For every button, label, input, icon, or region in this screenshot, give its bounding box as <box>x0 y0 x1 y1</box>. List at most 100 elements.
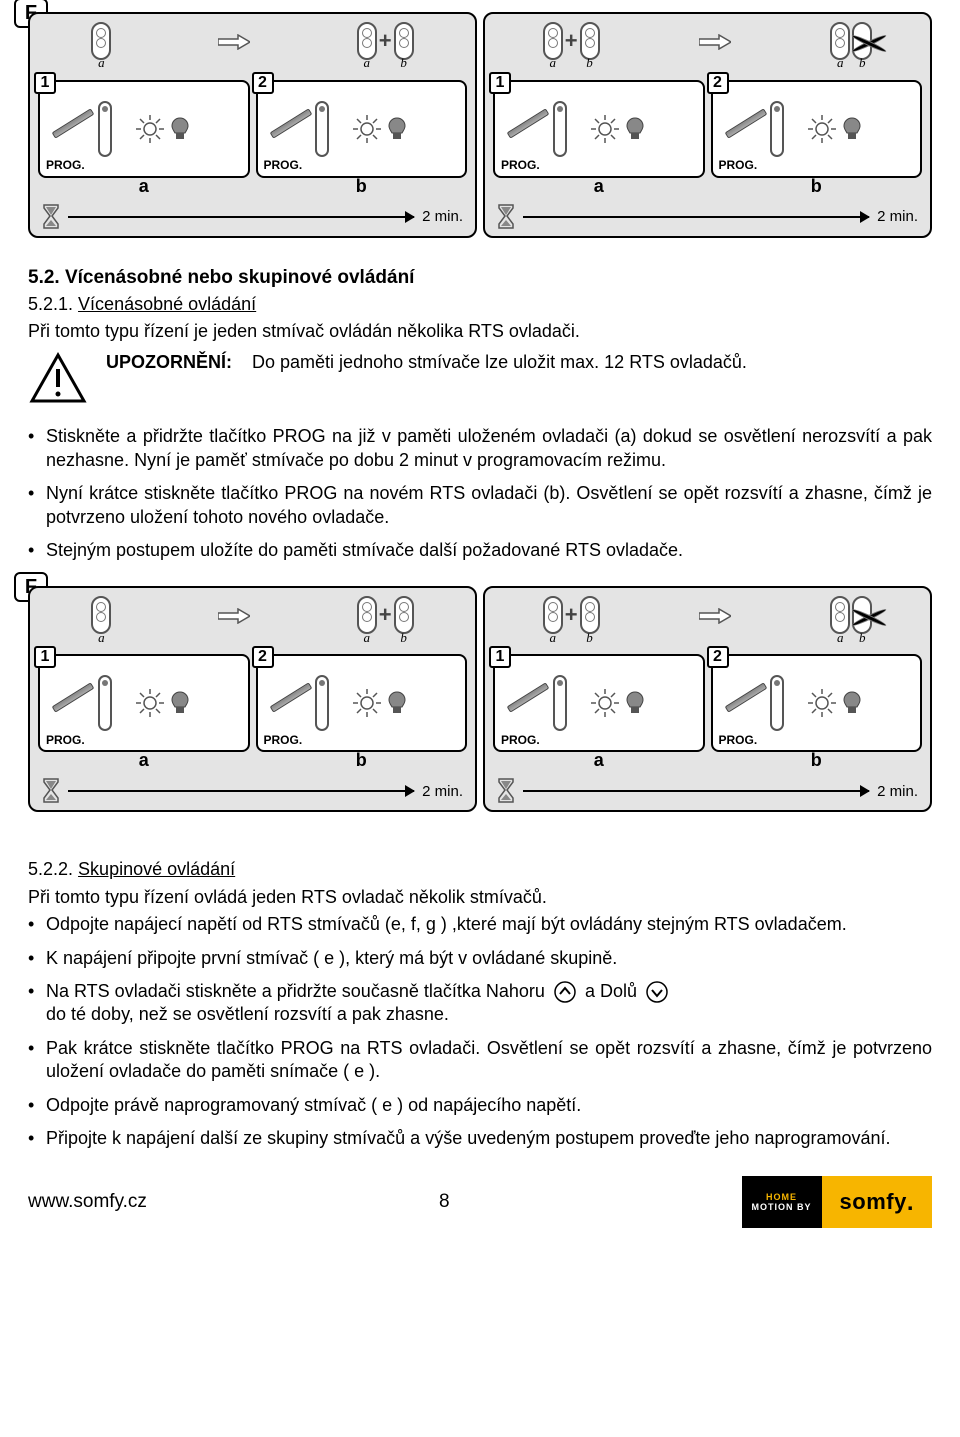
footer-page-number: 8 <box>439 1190 450 1215</box>
plus-icon: + <box>565 601 578 630</box>
heading-5-2: 5.2. Vícenásobné nebo skupinové ovládání <box>28 266 932 291</box>
footer-url: www.somfy.cz <box>28 1190 147 1215</box>
up-icon <box>554 981 576 1003</box>
intro-5-2-1: Při tomto typu řízení je jeden stmívač o… <box>28 320 932 343</box>
hourglass-icon <box>497 204 515 230</box>
arrow-right-icon <box>218 33 250 49</box>
cell-number: 2 <box>252 646 274 668</box>
bulb-icon <box>842 116 862 142</box>
top-strip: a + b a b <box>493 20 922 62</box>
sun-icon <box>136 115 164 143</box>
prog-cell-a: 1 PROG. a <box>493 654 705 752</box>
pen-icon <box>269 108 312 138</box>
arrow-right-icon <box>699 607 731 623</box>
prog-label: PROG. <box>501 733 540 749</box>
hourglass-icon <box>497 778 515 804</box>
prog-label: PROG. <box>719 158 758 174</box>
pen-icon <box>52 108 95 138</box>
controller-icon <box>553 675 567 731</box>
subheading-5-2-2: 5.2.2. Skupinové ovládání <box>28 858 932 881</box>
bullet-item: Odpojte napájecí napětí od RTS stmívačů … <box>46 913 932 936</box>
pen-icon <box>507 108 550 138</box>
diagram-panel-right: a + b a b 1 PROG. a <box>483 12 932 238</box>
controller-icon <box>98 675 112 731</box>
brand-name: somfy. <box>822 1176 932 1228</box>
remote-icon: b <box>580 22 600 60</box>
bulb-icon <box>387 690 407 716</box>
cell-letter: b <box>811 175 822 198</box>
sun-icon <box>591 689 619 717</box>
bulb-icon <box>387 116 407 142</box>
cell-letter: b <box>811 749 822 772</box>
page-footer: www.somfy.cz 8 HOME MOTION BY somfy. <box>0 1176 960 1228</box>
plus-icon: + <box>565 27 578 56</box>
sun-icon <box>808 115 836 143</box>
prog-label: PROG. <box>264 733 303 749</box>
bullet-item: Stiskněte a přidržte tlačítko PROG na ji… <box>46 425 932 472</box>
sun-icon <box>808 689 836 717</box>
remote-icon: b <box>394 22 414 60</box>
bullet-item: Stejným postupem uložíte do paměti stmív… <box>46 539 932 562</box>
remote-icon: b <box>394 596 414 634</box>
prog-cell-b: 2 PROG. b <box>711 654 923 752</box>
pen-icon <box>724 108 767 138</box>
prog-cell-b: 2 PROG. b <box>256 654 468 752</box>
arrow-right-icon <box>218 607 250 623</box>
bullets-5-2-2: Odpojte napájecí napětí od RTS stmívačů … <box>28 913 932 1150</box>
prog-label: PROG. <box>264 158 303 174</box>
cell-letter: b <box>356 175 367 198</box>
diagram-panel-right: a + b a b 1 PROG. a <box>483 586 932 812</box>
pen-icon <box>507 683 550 713</box>
cell-number: 1 <box>34 72 56 94</box>
bullet-item: Odpojte právě naprogramovaný stmívač ( e… <box>46 1094 932 1117</box>
time-label: 2 min. <box>877 207 918 227</box>
cell-letter: a <box>139 175 149 198</box>
hourglass-icon <box>42 778 60 804</box>
sun-icon <box>591 115 619 143</box>
bullet-item: Připojte k napájení další ze skupiny stm… <box>46 1127 932 1150</box>
controller-icon <box>770 101 784 157</box>
cell-number: 2 <box>252 72 274 94</box>
remote-crossed-icon: b <box>852 22 872 60</box>
sun-icon <box>353 115 381 143</box>
prog-cell-a: 1 PROG. a <box>493 80 705 178</box>
pen-icon <box>724 683 767 713</box>
time-label: 2 min. <box>422 207 463 227</box>
diagram-panel-left: a a + b 1 PROG. a <box>28 12 477 238</box>
time-label: 2 min. <box>877 782 918 802</box>
prog-cell-b: 2 PROG. b <box>256 80 468 178</box>
cell-number: 1 <box>34 646 56 668</box>
remote-icon: a <box>830 22 850 60</box>
timeline <box>68 216 414 218</box>
bullet-item: K napájení připojte první stmívač ( e ),… <box>46 947 932 970</box>
top-strip: a a + b <box>38 20 467 62</box>
time-label: 2 min. <box>422 782 463 802</box>
pen-icon <box>52 683 95 713</box>
intro-5-2-2: Při tomto typu řízení ovládá jeden RTS o… <box>28 886 932 909</box>
cell-number: 2 <box>707 646 729 668</box>
sun-icon <box>353 689 381 717</box>
prog-cell-a: 1 PROG. a <box>38 80 250 178</box>
diagram-f-2: F a a + b 1 PROG. a <box>28 586 932 812</box>
remote-icon: a <box>543 596 563 634</box>
cell-number: 1 <box>489 72 511 94</box>
controller-icon <box>770 675 784 731</box>
prog-cell-a: 1 PROG. a <box>38 654 250 752</box>
bulb-icon <box>170 116 190 142</box>
plus-icon: + <box>379 601 392 630</box>
bullets-5-2-1: Stiskněte a přidržte tlačítko PROG na ji… <box>28 425 932 562</box>
diagram-f-1: F a a + b 1 PROG. a <box>28 12 932 238</box>
remote-icon: a <box>830 596 850 634</box>
prog-label: PROG. <box>46 158 85 174</box>
bullet-item-nav: Na RTS ovladači stiskněte a přidržte sou… <box>46 980 932 1027</box>
warning-icon <box>28 351 88 405</box>
timeline <box>523 216 869 218</box>
brand-mid: MOTION BY <box>752 1202 812 1213</box>
notice-text: Do paměti jednoho stmívače lze uložit ma… <box>252 352 747 372</box>
remote-icon: b <box>580 596 600 634</box>
bulb-icon <box>625 116 645 142</box>
cell-letter: a <box>594 749 604 772</box>
remote-icon: a <box>357 596 377 634</box>
remote-icon: a <box>91 596 111 634</box>
hourglass-icon <box>42 204 60 230</box>
